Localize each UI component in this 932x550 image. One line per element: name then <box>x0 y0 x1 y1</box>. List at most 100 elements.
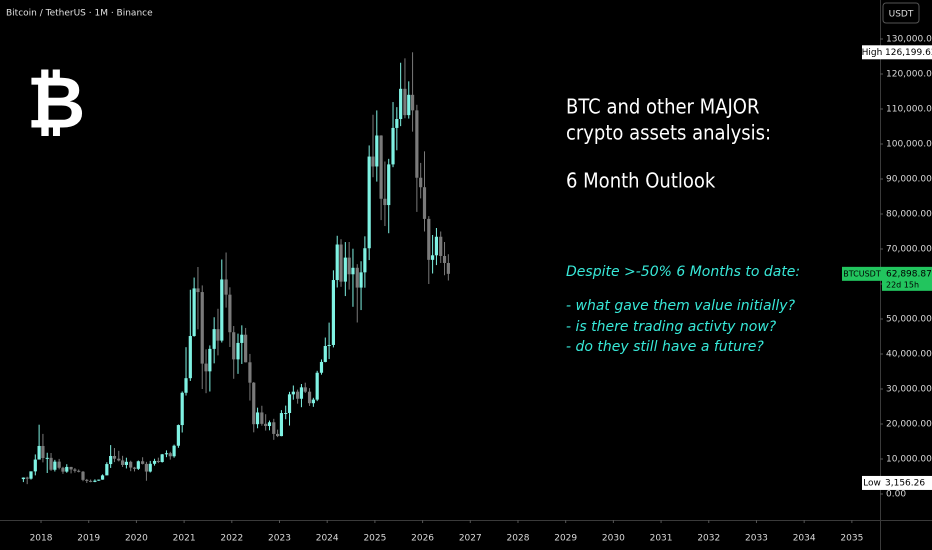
x-tick-label: 2031 <box>650 534 673 544</box>
candle-body <box>93 480 97 482</box>
candle-body <box>335 244 339 281</box>
candle-body <box>248 362 252 383</box>
note-line: - do they still have a future? <box>566 339 764 355</box>
candle-body <box>112 456 117 459</box>
candle-body <box>57 461 61 468</box>
x-tick-label: 2025 <box>363 534 386 544</box>
candle-body <box>439 236 443 256</box>
candle-body <box>176 425 180 446</box>
y-tick-label: 70,000.00 <box>886 244 932 254</box>
candle-body <box>339 244 343 282</box>
candle-body <box>141 461 145 464</box>
x-tick-label: 2022 <box>220 534 243 544</box>
candle-body <box>105 464 109 476</box>
last-price-name: BTCUSDT <box>843 269 881 278</box>
candle-body <box>144 463 149 472</box>
x-tick-label: 2019 <box>77 534 100 544</box>
candle-body <box>264 423 268 427</box>
candle-body <box>403 88 407 116</box>
candle-body <box>331 280 335 345</box>
y-tick-label: 130,000.00 <box>886 34 932 44</box>
candle-body <box>236 342 240 360</box>
candle-body <box>85 479 89 481</box>
candle-body <box>287 394 292 414</box>
candle-body <box>351 267 355 275</box>
candle-body <box>252 382 256 425</box>
currency-box[interactable] <box>882 2 920 24</box>
candle-body <box>272 422 276 434</box>
note-line: - what gave them value initially? <box>566 298 796 314</box>
candle-body <box>363 248 367 273</box>
candle-body <box>410 94 415 111</box>
candle-body <box>355 267 359 288</box>
candle-body <box>109 456 113 465</box>
candle-body <box>323 345 327 362</box>
candle-body <box>129 461 133 468</box>
candle-body <box>208 348 212 372</box>
high-value-box <box>882 45 932 60</box>
candle-body <box>196 288 200 293</box>
candle-body <box>37 445 41 460</box>
heading-line: crypto assets analysis: <box>566 121 771 145</box>
candle-body <box>188 336 192 379</box>
candle-body <box>303 387 307 392</box>
candle-body <box>25 477 29 479</box>
currency[interactable]: USDT <box>889 10 914 20</box>
candle-body <box>255 412 260 425</box>
candle-body <box>73 469 77 471</box>
note-line: Despite >-50% 6 Months to date: <box>566 264 800 280</box>
candle-body <box>260 412 264 424</box>
high-name: High <box>862 48 883 58</box>
y-tick-label: 120,000.00 <box>886 69 932 79</box>
candle-body <box>415 110 419 178</box>
candle-body <box>172 445 176 457</box>
x-tick-label: 2032 <box>697 534 720 544</box>
candle-body <box>21 477 25 480</box>
candle-body <box>343 257 347 282</box>
candle-body <box>224 279 228 295</box>
candle-body <box>395 119 399 128</box>
y-tick-label: 0.00 <box>886 489 906 499</box>
candle-body <box>81 471 85 480</box>
candle-body <box>375 135 379 167</box>
candle-body <box>347 257 351 275</box>
candle-body <box>383 198 387 206</box>
candle-body <box>65 466 69 472</box>
x-tick-label: 2026 <box>411 534 434 544</box>
candle-body <box>359 272 363 288</box>
candle-body <box>379 135 383 199</box>
candle-body <box>275 433 280 437</box>
candle-body <box>419 177 423 188</box>
candle-body <box>89 480 93 482</box>
candle-body <box>168 453 172 457</box>
x-tick-label: 2035 <box>840 534 863 544</box>
candle-body <box>124 461 128 465</box>
x-tick-label: 2023 <box>268 534 291 544</box>
candle-body <box>49 457 53 470</box>
candle-body <box>244 334 248 363</box>
last-price-name-box <box>842 266 882 281</box>
candle-body <box>367 156 371 249</box>
heading-line: BTC and other MAJOR <box>566 95 759 119</box>
candle-body <box>407 94 411 116</box>
candle-body <box>33 459 37 472</box>
candle-body <box>204 363 208 372</box>
candle-body <box>29 471 33 479</box>
candle-body <box>291 391 295 395</box>
candle-body <box>164 453 169 455</box>
low-name: Low <box>863 478 881 488</box>
last-price-box <box>882 266 932 291</box>
y-tick-label: 20,000.00 <box>886 419 932 429</box>
last-price-countdown: 22d 15h <box>886 280 919 289</box>
candle-body <box>41 445 45 458</box>
candle-body <box>184 378 188 393</box>
candle-body <box>69 466 73 470</box>
candle-body <box>220 279 224 341</box>
x-tick-label: 2018 <box>30 534 53 544</box>
candle-body <box>279 413 284 437</box>
y-tick-label: 30,000.00 <box>886 384 932 394</box>
candle-body <box>97 479 101 481</box>
low-value-box <box>882 475 932 490</box>
candle-body <box>117 458 121 461</box>
